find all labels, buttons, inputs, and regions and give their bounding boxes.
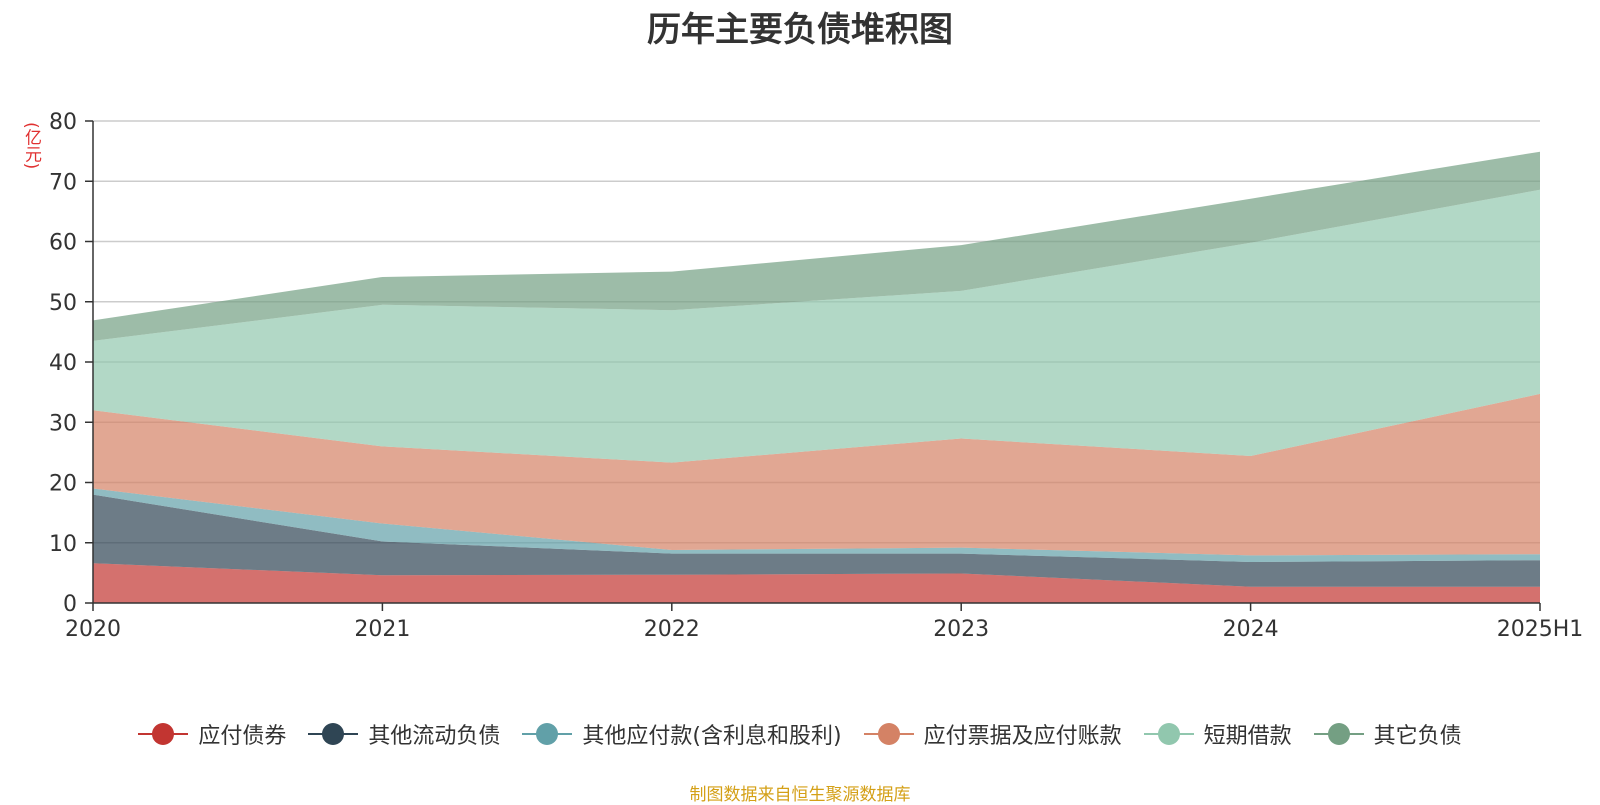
y-tick-label: 70 xyxy=(49,170,77,195)
x-tick-label: 2025H1 xyxy=(1497,617,1584,642)
y-tick-label: 10 xyxy=(49,532,77,557)
y-tick-label: 20 xyxy=(49,472,77,497)
y-axis-unit-label: (亿元) xyxy=(21,122,41,170)
legend: 应付债券 其他流动负债 其他应付款(含利息和股利) 应付票据及应付账款 短期借款 其它负债 xyxy=(0,718,1600,750)
x-tick-label: 2023 xyxy=(933,617,989,642)
x-tick-label: 2024 xyxy=(1223,617,1279,642)
legend-label: 其它负债 xyxy=(1373,724,1462,749)
y-tick-label: 30 xyxy=(49,411,77,436)
legend-swatch-icon xyxy=(308,722,359,746)
legend-swatch-icon xyxy=(1143,722,1194,746)
chart-plot: 0 10 20 30 40 50 60 70 80 2020 2021 2022 2023 2024 202… xyxy=(49,110,1583,642)
legend-label: 其他流动负债 xyxy=(368,724,501,749)
legend-item[interactable]: 应付票据及应付账款 xyxy=(863,718,1122,750)
legend-swatch-icon xyxy=(1313,722,1364,746)
y-tick-label: 0 xyxy=(63,592,77,617)
legend-label: 其他应付款(含利息和股利) xyxy=(582,724,842,749)
legend-swatch-icon xyxy=(863,722,914,746)
x-tick-label: 2021 xyxy=(354,617,410,642)
legend-item[interactable]: 其它负债 xyxy=(1313,718,1462,750)
legend-swatch-icon xyxy=(138,722,189,746)
y-tick-label: 40 xyxy=(49,351,77,376)
axes: 0 10 20 30 40 50 60 70 80 2020 2021 2022 2023 2024 202… xyxy=(49,110,1583,642)
y-tick-label: 50 xyxy=(49,291,77,316)
area-其它负债[interactable] xyxy=(93,151,1540,341)
area-series xyxy=(93,151,1540,603)
legend-label: 短期借款 xyxy=(1203,724,1292,749)
x-tick-label: 2020 xyxy=(65,617,121,642)
area-短期借款[interactable] xyxy=(93,189,1540,463)
legend-swatch-icon xyxy=(522,722,573,746)
source-note: 制图数据来自恒生聚源数据库 xyxy=(689,785,911,805)
legend-item[interactable]: 其他应付款(含利息和股利) xyxy=(522,718,842,750)
legend-item[interactable]: 短期借款 xyxy=(1143,718,1292,750)
area-其他应付款(含利息和股利)[interactable] xyxy=(93,488,1540,563)
y-tick-label: 60 xyxy=(49,231,77,256)
legend-label: 应付票据及应付账款 xyxy=(923,724,1122,749)
legend-label: 应付债券 xyxy=(198,724,287,749)
area-其他流动负债[interactable] xyxy=(93,494,1540,587)
area-应付债券[interactable] xyxy=(93,563,1540,603)
y-tick-label: 80 xyxy=(49,110,77,135)
area-应付票据及应付账款[interactable] xyxy=(93,393,1540,556)
legend-item[interactable]: 应付债券 xyxy=(138,718,286,750)
legend-item[interactable]: 其他流动负债 xyxy=(308,718,500,750)
x-tick-label: 2022 xyxy=(644,617,700,642)
chart-title: 历年主要负债堆积图 xyxy=(647,10,953,50)
